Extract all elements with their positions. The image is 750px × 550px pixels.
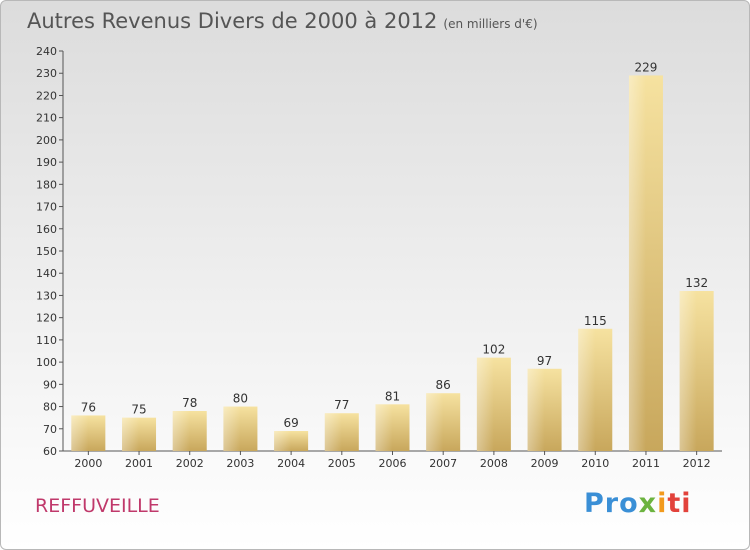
x-tick-label: 2009 [531,457,559,470]
y-tick-label: 170 [36,201,57,214]
y-tick-label: 210 [36,112,57,125]
y-tick-label: 200 [36,134,57,147]
x-tick-label: 2004 [277,457,305,470]
bar-highlight [172,411,190,451]
proxiti-logo: Proxiti [584,488,692,519]
y-tick-label: 140 [36,267,57,280]
x-tick-label: 2003 [226,457,254,470]
y-tick-label: 100 [36,356,57,369]
x-tick-label: 2002 [176,457,204,470]
x-tick-label: 2006 [379,457,407,470]
data-label: 76 [81,400,96,414]
data-label: 86 [436,378,451,392]
y-tick-label: 70 [43,423,57,436]
y-tick-label: 180 [36,178,57,191]
data-label: 102 [482,343,505,357]
data-label: 115 [584,314,607,328]
bar-highlight [578,328,596,451]
y-tick-label: 90 [43,378,57,391]
y-tick-label: 80 [43,401,57,414]
bar-highlight [375,404,393,451]
x-tick-label: 2011 [632,457,660,470]
bar-highlight [274,431,292,451]
x-tick-label: 2012 [683,457,711,470]
data-label: 132 [685,276,708,290]
bar-highlight [122,417,140,451]
town-name: REFFUVEILLE [35,495,160,517]
y-tick-label: 190 [36,156,57,169]
x-tick-label: 2010 [581,457,609,470]
title-text: Autres Revenus Divers de 2000 à 2012 [27,9,438,33]
data-label: 78 [182,396,197,410]
y-tick-label: 150 [36,245,57,258]
bar-highlight [679,291,697,451]
y-tick-label: 130 [36,289,57,302]
data-label: 77 [334,398,349,412]
bar-highlight [324,413,342,451]
x-tick-label: 2007 [429,457,457,470]
bar-highlight [426,393,444,451]
y-tick-label: 240 [36,45,57,58]
y-tick-label: 230 [36,67,57,80]
y-tick-label: 110 [36,334,57,347]
bar-highlight [527,368,545,451]
title-unit: (en milliers d'€) [443,17,538,31]
data-label: 229 [635,60,658,74]
chart-title: Autres Revenus Divers de 2000 à 2012 (en … [27,9,538,33]
y-tick-label: 160 [36,223,57,236]
bar-highlight [476,357,494,451]
data-label: 75 [131,403,146,417]
x-tick-label: 2001 [125,457,153,470]
y-tick-label: 120 [36,312,57,325]
data-label: 97 [537,354,552,368]
y-tick-label: 220 [36,89,57,102]
bar-highlight [628,75,646,451]
x-tick-label: 2005 [328,457,356,470]
data-label: 80 [233,392,248,406]
data-label: 69 [283,416,298,430]
bar-highlight [71,415,89,451]
bar-highlight [223,406,241,451]
x-tick-label: 2008 [480,457,508,470]
data-label: 81 [385,389,400,403]
y-tick-label: 60 [43,445,57,458]
bars: 76 75 78 80 69 77 81 86 102 97 115 229 132 [71,60,714,451]
x-tick-label: 2000 [74,457,102,470]
axes: 60 70 80 90 100 110 120 130 140 150 160 170 180 190 20… [36,45,722,470]
